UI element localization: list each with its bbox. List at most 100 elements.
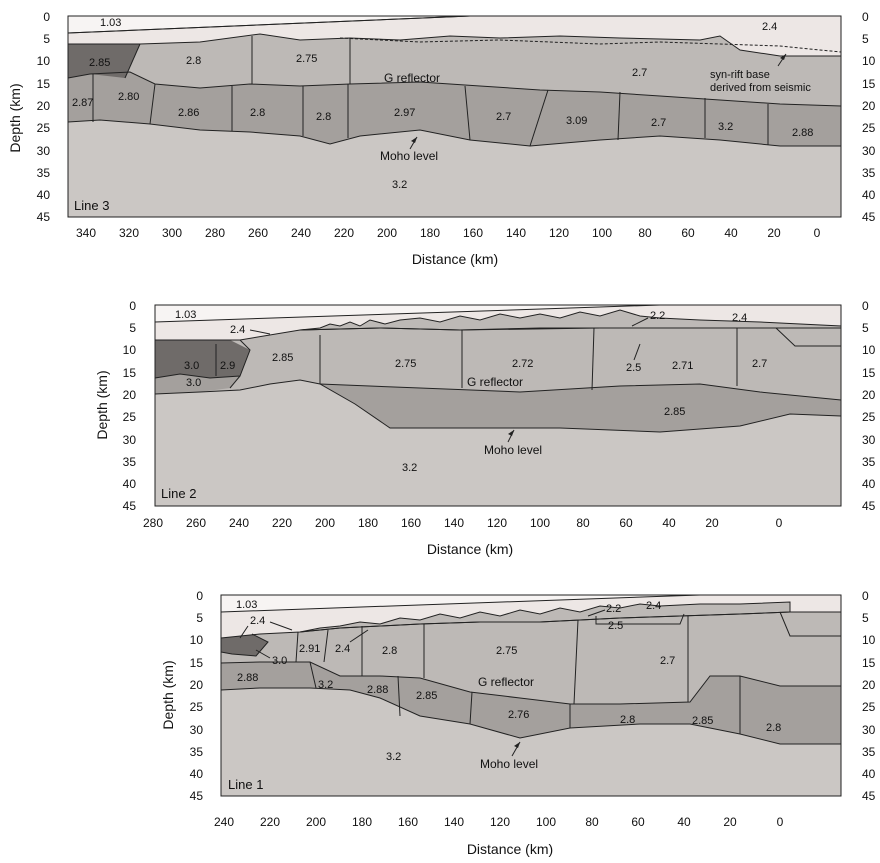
- line2-density-5: 3.0: [184, 360, 199, 372]
- svg-text:0: 0: [129, 299, 136, 313]
- line3-density-1: 1.03: [100, 17, 121, 29]
- svg-text:15: 15: [862, 656, 876, 670]
- svg-text:45: 45: [862, 789, 876, 803]
- svg-text:15: 15: [862, 366, 876, 380]
- svg-text:100: 100: [592, 226, 612, 240]
- svg-text:5: 5: [862, 321, 869, 335]
- svg-text:45: 45: [862, 499, 876, 513]
- svg-text:25: 25: [862, 700, 876, 714]
- svg-text:25: 25: [37, 121, 51, 135]
- line2-density-1: 1.03: [175, 309, 196, 321]
- svg-text:120: 120: [549, 226, 569, 240]
- line2-g-reflector: G reflector: [467, 375, 523, 389]
- svg-text:0: 0: [862, 299, 869, 313]
- line3-synrift-dashed: [339, 37, 842, 53]
- line1-yticks-right: 0 5 10 15 20 25 30 35 40 45: [862, 589, 876, 803]
- svg-text:15: 15: [190, 656, 204, 670]
- line2-name: Line 2: [161, 486, 196, 501]
- svg-text:30: 30: [862, 723, 876, 737]
- svg-text:35: 35: [37, 166, 51, 180]
- line2-density-12: 2.7: [752, 358, 767, 370]
- line3-density-3: 2.85: [89, 57, 110, 69]
- line3-density-5: 2.75: [296, 53, 317, 65]
- svg-text:20: 20: [37, 99, 51, 113]
- svg-text:35: 35: [862, 455, 876, 469]
- line2-density-15: 3.2: [402, 462, 417, 474]
- svg-text:35: 35: [123, 455, 137, 469]
- line3-xlabel: Distance (km): [412, 251, 498, 267]
- svg-text:160: 160: [463, 226, 483, 240]
- line3-xticks: 340 320 300 280 260 240 220 200 180 160 …: [76, 226, 821, 240]
- line3-boundaries: [67, 33, 842, 147]
- line1-density-18: 2.85: [692, 715, 713, 727]
- svg-text:100: 100: [536, 815, 556, 829]
- svg-text:200: 200: [377, 226, 397, 240]
- svg-text:80: 80: [585, 815, 599, 829]
- svg-text:10: 10: [862, 54, 876, 68]
- line1-density-12: 2.88: [237, 672, 258, 684]
- svg-text:45: 45: [862, 210, 876, 224]
- line1-seafloor: [220, 594, 701, 613]
- line1-density-20: 3.2: [386, 751, 401, 763]
- svg-text:260: 260: [248, 226, 268, 240]
- svg-text:320: 320: [119, 226, 139, 240]
- svg-text:20: 20: [862, 99, 876, 113]
- svg-text:0: 0: [862, 10, 869, 24]
- panel-line3: 1.03 2.4 2.85 2.8 2.75 2.7 2.87 2.80 2.8…: [7, 10, 876, 267]
- line2-dense-block: [155, 340, 250, 378]
- svg-text:220: 220: [334, 226, 354, 240]
- line1-density-6: 2.4: [335, 643, 350, 655]
- line3-density-17: 2.88: [792, 127, 813, 139]
- line3-density-18: 3.2: [392, 179, 407, 191]
- line3-synrift-label-1: syn-rift base: [710, 69, 770, 81]
- line1-frame: [220, 594, 842, 797]
- svg-text:30: 30: [190, 723, 204, 737]
- line1-name: Line 1: [228, 777, 263, 792]
- line2-density-3: 2.2: [650, 310, 665, 322]
- svg-text:35: 35: [190, 745, 204, 759]
- svg-text:0: 0: [862, 589, 869, 603]
- line3-density-14: 3.09: [566, 115, 587, 127]
- svg-text:200: 200: [306, 815, 326, 829]
- line1-density-17: 2.8: [620, 714, 635, 726]
- svg-text:20: 20: [123, 388, 137, 402]
- line1-density-9: 2.75: [496, 645, 517, 657]
- svg-text:40: 40: [862, 188, 876, 202]
- svg-text:5: 5: [196, 611, 203, 625]
- line1-density-15: 2.85: [416, 690, 437, 702]
- line2-density-11: 2.71: [672, 360, 693, 372]
- svg-text:100: 100: [530, 516, 550, 530]
- line2-density-4: 2.4: [732, 312, 747, 324]
- svg-text:280: 280: [143, 516, 163, 530]
- line1-density-3: 2.2: [606, 603, 621, 615]
- svg-text:280: 280: [205, 226, 225, 240]
- line1-density-10: 2.5: [608, 620, 623, 632]
- line2-density-6: 2.9: [220, 360, 235, 372]
- svg-text:35: 35: [862, 166, 876, 180]
- line3-ylabel: Depth (km): [7, 83, 23, 152]
- line2-seafloor: [154, 304, 661, 323]
- line3-frame: [67, 15, 842, 218]
- svg-text:45: 45: [37, 210, 51, 224]
- line1-moho-label: Moho level: [480, 757, 538, 771]
- svg-text:15: 15: [123, 366, 137, 380]
- svg-text:20: 20: [723, 815, 737, 829]
- svg-text:5: 5: [43, 32, 50, 46]
- line1-ylabel: Depth (km): [160, 660, 176, 729]
- line3-density-2: 2.4: [762, 21, 777, 33]
- line3-yticks-left: 0 5 10 15 20 25 30 35 40 45: [37, 10, 51, 224]
- line3-name: Line 3: [74, 198, 109, 213]
- line3-g-reflector: G reflector: [384, 71, 440, 85]
- line3-density-13: 2.7: [496, 111, 511, 123]
- line3-synrift-label-2: derived from seismic: [710, 82, 811, 94]
- svg-text:260: 260: [186, 516, 206, 530]
- line1-density-4: 2.4: [646, 600, 661, 612]
- svg-text:30: 30: [862, 433, 876, 447]
- line2-density-8: 2.75: [395, 358, 416, 370]
- svg-text:45: 45: [123, 499, 137, 513]
- svg-text:80: 80: [638, 226, 652, 240]
- svg-text:5: 5: [862, 32, 869, 46]
- svg-text:10: 10: [190, 633, 204, 647]
- svg-text:0: 0: [43, 10, 50, 24]
- line3-seafloor: [67, 15, 471, 34]
